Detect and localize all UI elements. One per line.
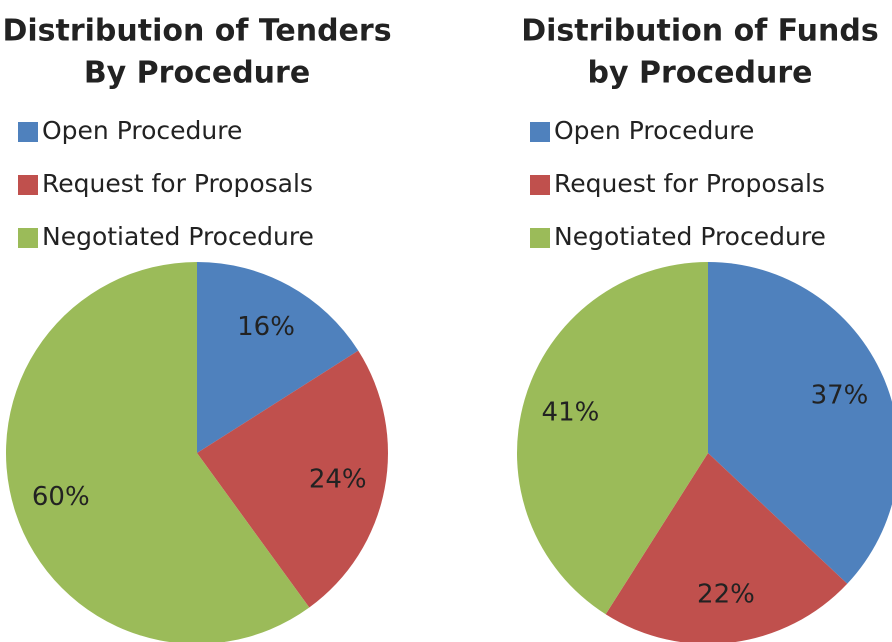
- legend-swatch: [18, 122, 38, 142]
- legend-swatch: [530, 175, 550, 195]
- data-label: 37%: [811, 381, 869, 411]
- legend-swatch: [18, 228, 38, 248]
- legend-swatch: [530, 228, 550, 248]
- chart-title: By Procedure: [84, 56, 310, 91]
- pie-slice: [708, 262, 892, 584]
- chart-title: Distribution of Tenders: [2, 14, 391, 49]
- data-label: 24%: [309, 464, 367, 494]
- pie-slice: [197, 350, 388, 608]
- data-label: 60%: [32, 482, 90, 512]
- chart-title: by Procedure: [588, 56, 813, 91]
- pie-slice: [605, 453, 848, 642]
- legend-label: Negotiated Procedure: [554, 222, 826, 251]
- legend-label: Open Procedure: [42, 116, 242, 145]
- chart-title: Distribution of Funds: [521, 14, 878, 49]
- data-label: 41%: [542, 398, 600, 428]
- pie-slice: [516, 262, 708, 615]
- legend-label: Open Procedure: [554, 116, 754, 145]
- data-label: 16%: [237, 312, 295, 342]
- pie-slice: [6, 262, 310, 642]
- data-label: 22%: [697, 580, 755, 610]
- legend-swatch: [530, 122, 550, 142]
- legend-label: Request for Proposals: [554, 169, 825, 198]
- legend-label: Request for Proposals: [42, 169, 313, 198]
- pie-slice: [197, 262, 359, 453]
- legend-swatch: [18, 175, 38, 195]
- legend-label: Negotiated Procedure: [42, 222, 314, 251]
